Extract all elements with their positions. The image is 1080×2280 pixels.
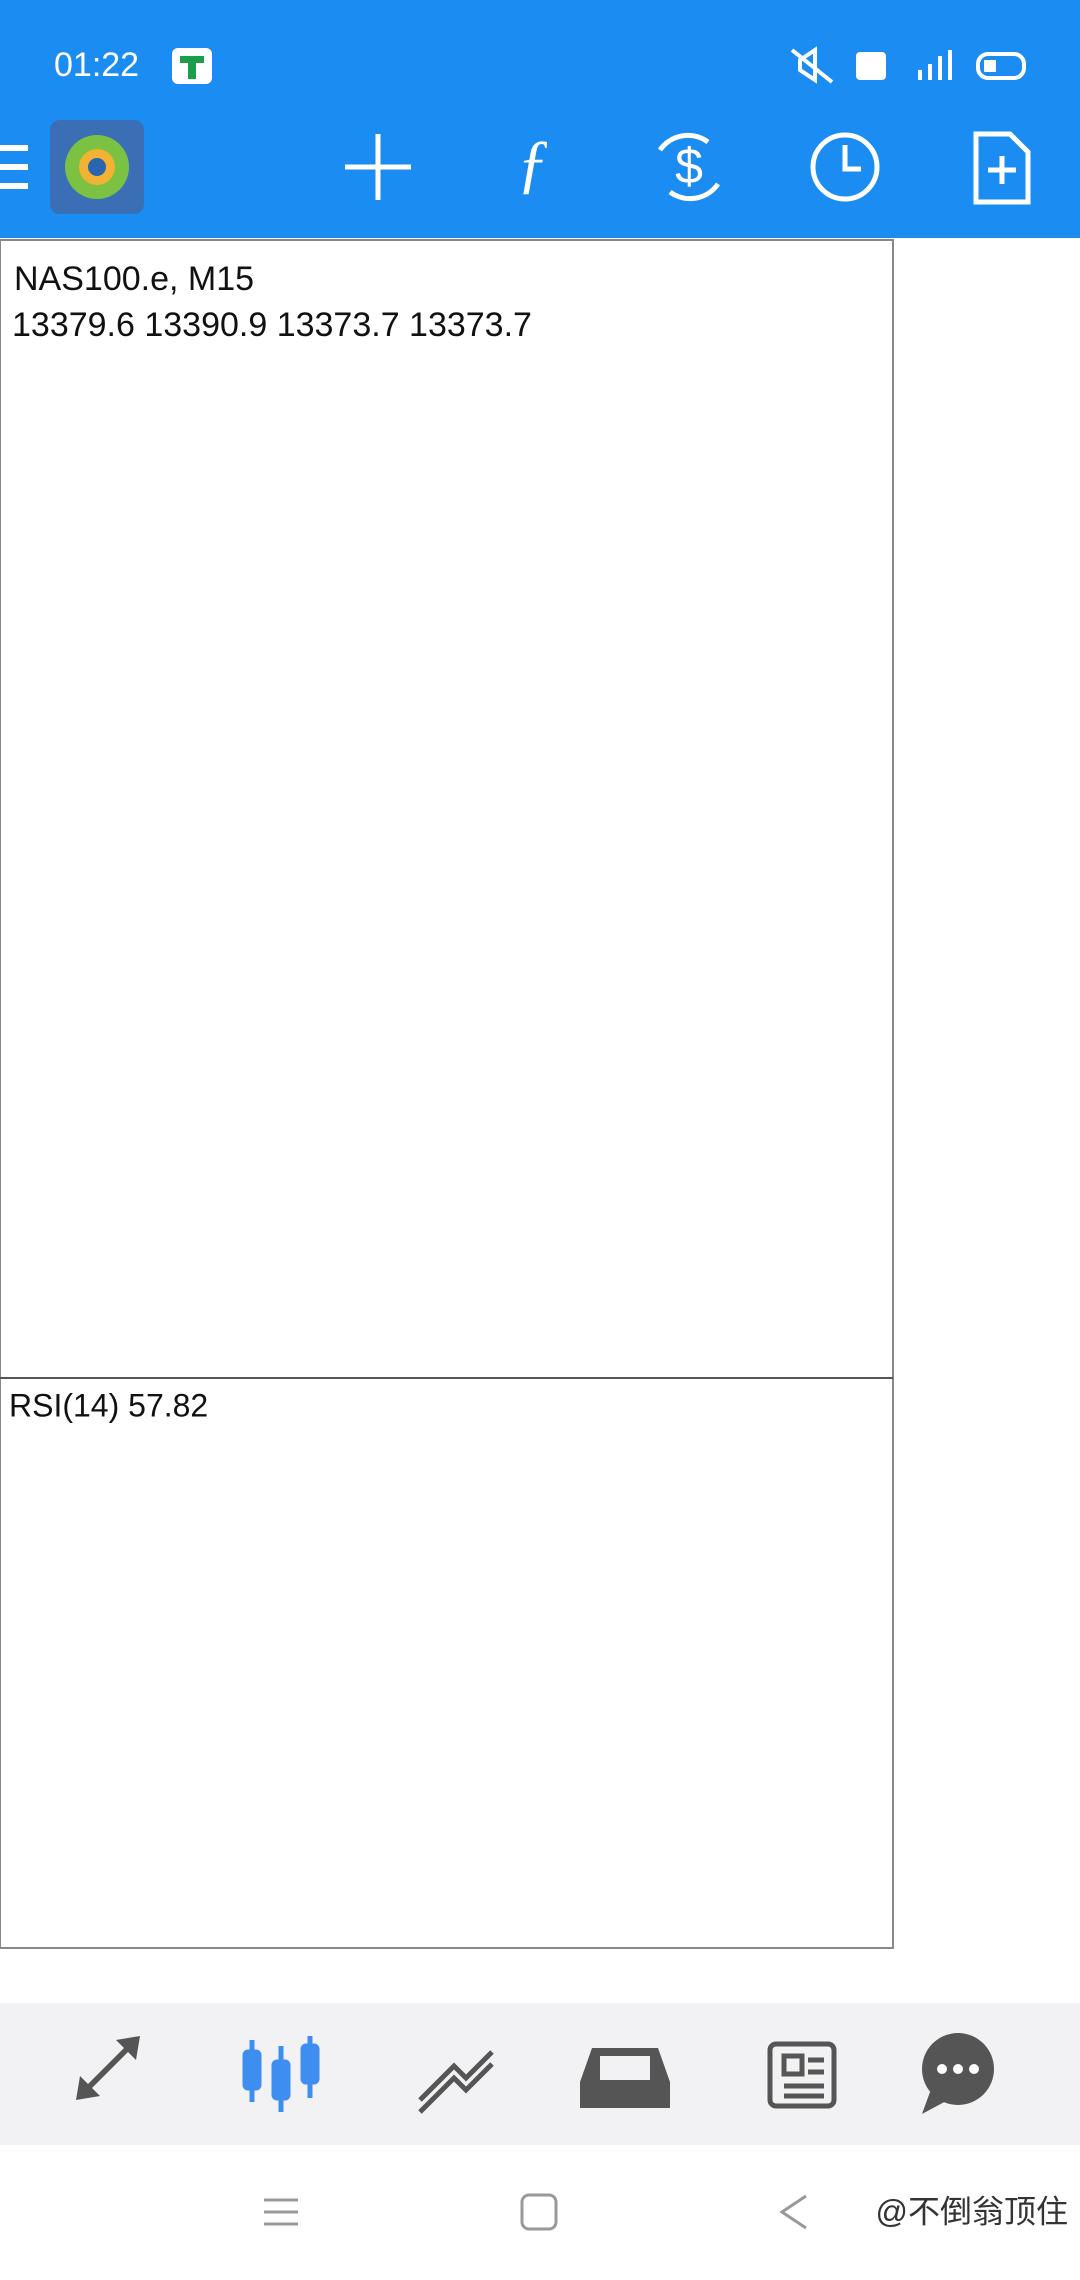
nav-news-part[interactable]: [781, 2053, 805, 2077]
status-icons-part: [856, 52, 886, 80]
app-logo-part[interactable]: [88, 158, 106, 176]
status-icons-part: [984, 60, 996, 72]
watermark: @不倒翁顶住: [876, 2193, 1069, 2229]
nav-chart-part[interactable]: [242, 2049, 262, 2091]
nav-chat[interactable]: [922, 2033, 994, 2114]
nav-chart[interactable]: [242, 2036, 320, 2112]
nav-chart-part[interactable]: [271, 2059, 291, 2101]
nav-quotes-part[interactable]: [76, 2036, 140, 2100]
trade-button-part[interactable]: [657, 132, 710, 152]
status-time: 01:22: [54, 46, 139, 84]
timeframe-button-part[interactable]: [810, 132, 880, 202]
nav-chat-part[interactable]: [937, 2064, 947, 2074]
chart-symbol: NAS100.e, M15: [14, 260, 254, 298]
status-icons-part: [790, 48, 834, 84]
chart-frame: [0, 239, 894, 1949]
nav-news-part[interactable]: [767, 2041, 837, 2109]
status-icons-part: [798, 46, 817, 84]
trade-button[interactable]: $: [657, 132, 721, 202]
nav-chat-part[interactable]: [969, 2064, 979, 2074]
template-button-part[interactable]: [973, 131, 1031, 205]
status-app-icon: [172, 48, 212, 84]
status-icons: [790, 46, 1026, 84]
bottom-nav-bg: [0, 2003, 1080, 2145]
timeframe-button[interactable]: [810, 132, 880, 202]
status-app-icon-part: [180, 56, 204, 79]
nav-trade-part[interactable]: [418, 2062, 494, 2114]
trade-button-part[interactable]: $: [675, 138, 703, 194]
nav-chat-part[interactable]: [953, 2064, 963, 2074]
nav-trade[interactable]: [418, 2050, 494, 2114]
system-menu[interactable]: [264, 2198, 298, 2226]
header-bg: [0, 0, 1080, 238]
app-logo[interactable]: [50, 120, 144, 214]
rsi-title: RSI(14) 57.82: [9, 1387, 208, 1423]
system-back[interactable]: [779, 2194, 807, 2230]
nav-chart-part[interactable]: [300, 2043, 320, 2085]
timeframe-button-part[interactable]: [842, 145, 861, 172]
template-button-part[interactable]: [988, 156, 1016, 184]
nav-chat-part[interactable]: [922, 2092, 948, 2114]
menu-button[interactable]: [0, 145, 28, 189]
chart-ohlc: 13379.6 13390.9 13373.7 13373.7: [12, 306, 532, 344]
nav-news[interactable]: [767, 2041, 837, 2109]
nav-history[interactable]: [580, 2048, 670, 2108]
nav-history-part[interactable]: [600, 2056, 650, 2080]
template-button[interactable]: [973, 131, 1031, 205]
trade-button-part[interactable]: [668, 182, 721, 202]
status-icons-part: [976, 52, 1026, 80]
system-home[interactable]: [520, 2193, 558, 2231]
nav-quotes[interactable]: [76, 2036, 140, 2100]
indicator-button[interactable]: ƒ: [517, 127, 550, 200]
crosshair-button[interactable]: [345, 134, 411, 200]
nav-trade-part[interactable]: [418, 2050, 494, 2102]
